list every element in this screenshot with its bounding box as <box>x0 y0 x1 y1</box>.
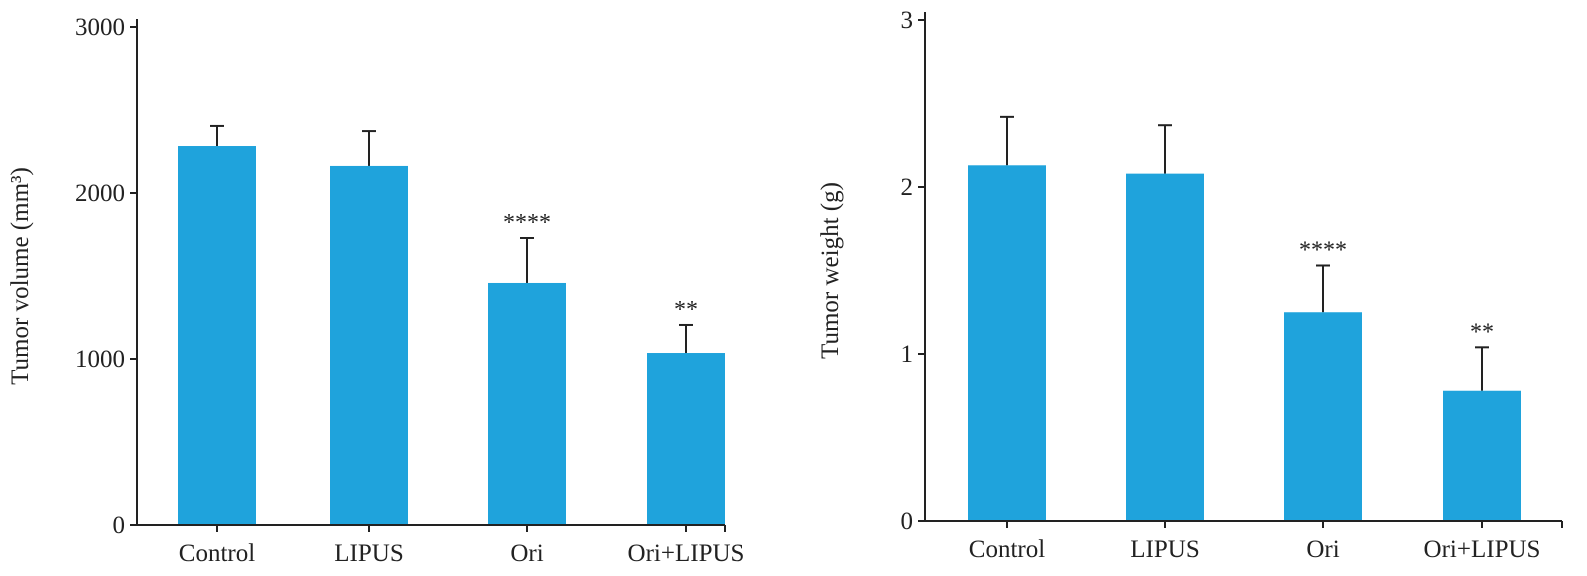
significance-label: **** <box>503 210 551 236</box>
y-tick-label: 1 <box>901 341 914 368</box>
y-tick-label: 1000 <box>75 346 125 373</box>
bar-ori-lipus <box>647 353 725 525</box>
bar-lipus <box>330 165 408 525</box>
chart-panel-2: Control LIPUS **** Ori ** Ori+LIPUS 0 1 2 3 Tumor … <box>817 7 1563 563</box>
y-axis-label: Tumor volume (mm³) <box>7 167 34 385</box>
y-axis-label: Tumor weight (g) <box>817 182 844 359</box>
x-tick-label: Ori <box>510 540 543 567</box>
significance-label: ** <box>1470 319 1494 345</box>
x-tick-label: Control <box>969 536 1045 563</box>
y-tick-label: 0 <box>113 512 126 539</box>
x-tick-label: LIPUS <box>1130 536 1199 563</box>
x-tick-label: Ori+LIPUS <box>1424 536 1541 563</box>
bar-control <box>968 165 1046 522</box>
x-tick-label: Ori <box>1306 536 1339 563</box>
x-tick-label: Ori+LIPUS <box>628 540 745 567</box>
bar-ori <box>1284 312 1362 521</box>
significance-label: ** <box>674 297 698 323</box>
y-tick-label: 2 <box>901 174 914 201</box>
chart-panel-1: Control LIPUS **** Ori ** Ori+LIPUS 0 1000 2000 3… <box>7 14 744 567</box>
x-tick-label: Control <box>179 540 255 567</box>
bar-lipus <box>1126 173 1204 521</box>
y-tick-label: 3000 <box>75 14 125 41</box>
bar-control <box>178 146 256 525</box>
y-tick-label: 2000 <box>75 180 125 207</box>
significance-label: **** <box>1299 237 1347 263</box>
y-tick-label: 0 <box>901 508 914 535</box>
bar-ori-lipus <box>1443 390 1521 521</box>
bar-ori <box>488 282 566 525</box>
y-tick-label: 3 <box>901 7 914 34</box>
x-tick-label: LIPUS <box>334 540 403 567</box>
